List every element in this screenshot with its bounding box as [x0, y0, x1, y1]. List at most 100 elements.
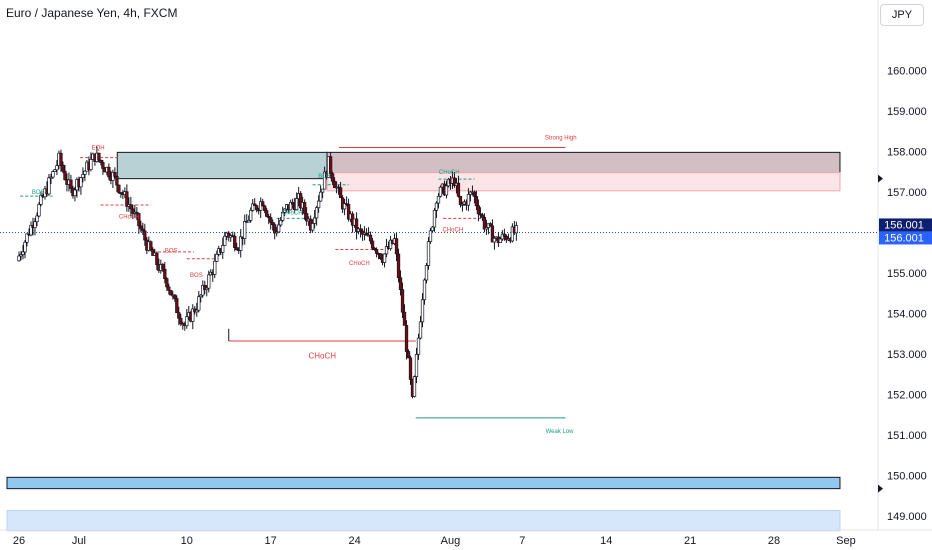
candle: [418, 315, 423, 340]
candle: [97, 152, 101, 163]
candle: [101, 160, 105, 175]
candle: [298, 191, 303, 212]
annotation-label: CHoCH: [349, 261, 370, 267]
candle-body: [97, 152, 101, 161]
candle: [420, 293, 425, 328]
candle: [310, 219, 315, 233]
candle: [358, 224, 363, 238]
candle: [426, 237, 431, 270]
demand-zone-blue: [6, 476, 841, 490]
candle: [482, 213, 487, 233]
candle-body: [195, 309, 199, 313]
candle-body: [221, 245, 225, 253]
y-tick-label: 150.000: [887, 470, 927, 482]
candle: [478, 207, 483, 219]
candle: [328, 152, 333, 179]
candle-body: [17, 255, 21, 262]
candle-body: [167, 286, 171, 291]
candle: [141, 222, 145, 236]
annotation-label: BOS: [190, 273, 203, 279]
candle-body: [21, 251, 25, 255]
candle: [476, 199, 481, 222]
candle-body: [368, 234, 373, 242]
candle-body: [39, 194, 43, 205]
candle-body: [310, 223, 315, 231]
candle: [279, 216, 283, 227]
candle-body: [398, 277, 403, 290]
candle: [265, 207, 269, 218]
candle: [107, 163, 111, 181]
candle: [63, 165, 67, 181]
candle: [302, 199, 307, 220]
candle-body: [332, 180, 337, 189]
candle-body: [47, 177, 51, 195]
candle-body: [388, 239, 393, 250]
candle-body: [320, 188, 325, 193]
candle-body: [33, 221, 37, 228]
candle-body: [81, 174, 85, 179]
candle-body: [163, 268, 167, 279]
candle-body: [482, 216, 487, 230]
candle-body: [197, 296, 201, 311]
candle: [460, 201, 465, 212]
price-label-box: [879, 218, 932, 232]
candle: [83, 170, 87, 181]
candle: [378, 253, 383, 260]
candle: [205, 285, 209, 297]
x-tick-label: 24: [348, 535, 360, 547]
candle-body: [277, 224, 281, 233]
annotation-label: CHoCH: [119, 214, 140, 220]
candle-body: [107, 166, 111, 178]
candle-body: [426, 241, 431, 266]
candle-body: [304, 213, 309, 222]
candle-body: [117, 184, 121, 193]
candle-body: [249, 210, 253, 221]
candle-body: [235, 247, 239, 250]
candle-body: [428, 230, 433, 242]
candle: [408, 355, 413, 385]
annotation-label: CHoCH: [439, 170, 460, 176]
candle-body: [59, 152, 63, 166]
candle: [498, 236, 503, 244]
candle-body: [239, 236, 243, 251]
currency-button[interactable]: JPY: [880, 4, 924, 26]
candle: [354, 212, 359, 240]
candle: [235, 242, 239, 251]
annotation-label: CHoCH: [308, 352, 336, 361]
candle-body: [55, 165, 59, 171]
candle: [406, 349, 411, 359]
candle: [239, 229, 243, 258]
candle-body: [438, 186, 443, 197]
y-tick-label: 158.000: [887, 147, 927, 159]
candle: [436, 193, 441, 209]
candle: [161, 263, 165, 272]
zone-edge-marker: [878, 484, 883, 493]
candle-body: [83, 170, 87, 175]
candle-body: [502, 233, 507, 237]
price-label-box: [879, 231, 932, 245]
candle: [422, 278, 427, 305]
candle: [25, 233, 29, 247]
candle-body: [191, 308, 195, 322]
candle: [444, 180, 449, 199]
candle: [129, 196, 133, 216]
candle: [458, 195, 463, 208]
candle-body: [53, 169, 57, 172]
annotation-label: Strong High: [545, 135, 577, 141]
candle: [382, 253, 387, 268]
candle-body: [173, 294, 177, 299]
candle-body: [402, 311, 407, 326]
x-tick-label: 10: [181, 535, 193, 547]
candle: [261, 198, 265, 207]
candle: [428, 227, 433, 245]
candle-body: [466, 194, 471, 206]
candle: [424, 263, 429, 284]
candle: [370, 238, 375, 251]
annotation-label: BOS: [165, 249, 178, 255]
candle: [414, 347, 419, 384]
candle: [322, 166, 327, 190]
candle-body: [488, 223, 493, 227]
candle-body: [23, 241, 27, 253]
candle: [259, 197, 263, 219]
